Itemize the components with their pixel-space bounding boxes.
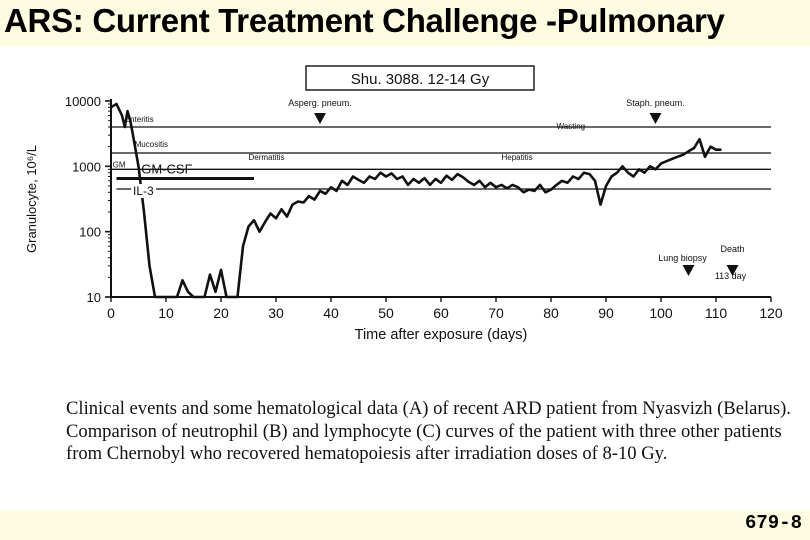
x-tick-label: 60 (433, 305, 449, 321)
x-tick-label: 10 (158, 305, 174, 321)
figure-caption: Clinical events and some hematological d… (66, 398, 791, 464)
scanned-figure-area (0, 46, 810, 510)
slide-number: 679-8 (744, 512, 802, 534)
x-tick-label: 110 (705, 305, 728, 321)
x-axis-label: Time after exposure (days) (355, 327, 528, 343)
x-tick-label: 0 (107, 305, 115, 321)
treatment-label: GM-CSF (141, 162, 192, 177)
granulocyte-chart: 10 100 1000 10000 0 10 20 30 40 50 60 70 80 90 100 110 1… (24, 65, 783, 343)
event-label: Staph. pneum. (626, 98, 685, 108)
y-axis-label: Granulocyte, 10⁶/L (24, 145, 39, 253)
x-tick-label: 100 (649, 305, 673, 321)
y-tick-label: 1000 (72, 159, 101, 174)
x-tick-label: 40 (323, 305, 339, 321)
event-sublabel: 113 day (715, 271, 747, 281)
chart-labels: Shu. 3088. 12-14 Gy Enteritis Mucositis GM G… (113, 65, 747, 281)
treatment-label: Enteritis (125, 115, 154, 124)
y-tick-label: 10 (87, 290, 101, 305)
treatment-label: Mucositis (135, 140, 168, 149)
x-tick-label: 120 (759, 305, 783, 321)
granulocyte-line (110, 102, 722, 299)
y-tick-label: 10000 (65, 94, 101, 109)
treatment-label: GM (113, 160, 126, 169)
event-label: Death (720, 244, 744, 254)
chart-axes: 10 100 1000 10000 0 10 20 30 40 50 60 70 80 90 100 110 1… (24, 94, 783, 343)
event-annotation: Dermatitis (249, 153, 285, 162)
chart-title: Shu. 3088. 12-14 Gy (351, 71, 490, 88)
event-marker (682, 265, 695, 276)
x-tick-label: 30 (268, 305, 284, 321)
x-tick-label: 80 (543, 305, 559, 321)
label-backing (131, 183, 157, 198)
x-tick-label: 20 (213, 305, 229, 321)
slide-title: ARS: Current Treatment Challenge -Pulmon… (4, 2, 725, 39)
event-label: Lung biopsy (658, 253, 707, 263)
event-annotation: Wasting (557, 122, 586, 131)
event-marker (726, 265, 739, 276)
x-tick-label: 70 (488, 305, 504, 321)
event-marker (314, 113, 326, 124)
x-tick-label: 90 (598, 305, 614, 321)
event-annotation: Hepatitis (502, 153, 533, 162)
event-label: Asperg. pneum. (288, 98, 352, 108)
x-tick-label: 50 (378, 305, 394, 321)
chart-title-box (305, 65, 535, 91)
event-marker (649, 113, 662, 124)
chart-series (110, 102, 722, 299)
y-tick-label: 100 (79, 225, 101, 240)
treatment-label: IL-3 (133, 184, 154, 198)
